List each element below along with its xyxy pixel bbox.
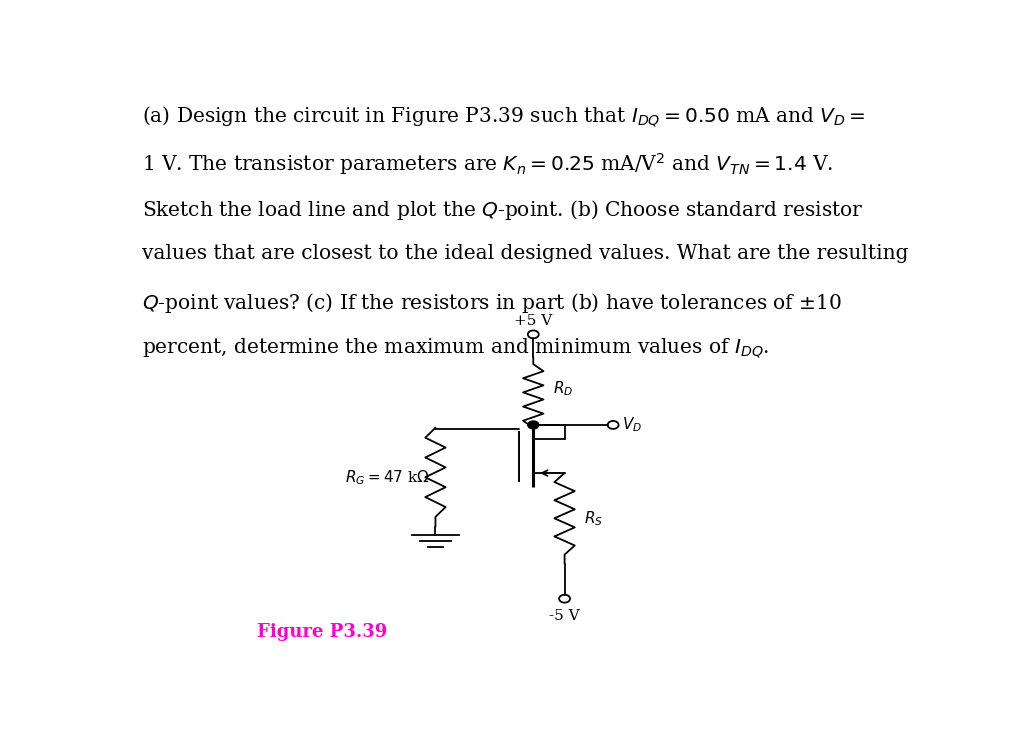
Text: +5 V: +5 V [514, 314, 552, 328]
Text: $R_D$: $R_D$ [552, 379, 573, 398]
Text: Sketch the load line and plot the $Q$-point. (b) Choose standard resistor: Sketch the load line and plot the $Q$-po… [141, 198, 864, 222]
Text: $V_D$: $V_D$ [622, 415, 641, 434]
Text: $R_G = 47$ k$\Omega$: $R_G = 47$ k$\Omega$ [344, 468, 429, 487]
Text: values that are closest to the ideal designed values. What are the resulting: values that are closest to the ideal des… [141, 245, 908, 263]
Text: -5 V: -5 V [549, 609, 580, 623]
Circle shape [528, 421, 538, 429]
Text: $Q$-point values? (c) If the resistors in part (b) have tolerances of $\pm$10: $Q$-point values? (c) If the resistors i… [141, 291, 842, 315]
Text: $R_S$: $R_S$ [584, 509, 603, 528]
Text: (a) Design the circuit in Figure P3.39 such that $I_{DQ} = 0.50$ mA and $V_D =$: (a) Design the circuit in Figure P3.39 s… [141, 105, 866, 129]
Text: Figure P3.39: Figure P3.39 [257, 623, 387, 641]
Text: 1 V. The transistor parameters are $K_n = 0.25$ mA/V$^2$ and $V_{TN} = 1.4$ V.: 1 V. The transistor parameters are $K_n … [141, 151, 833, 177]
Text: percent, determine the maximum and minimum values of $I_{DQ}$.: percent, determine the maximum and minim… [141, 337, 770, 360]
